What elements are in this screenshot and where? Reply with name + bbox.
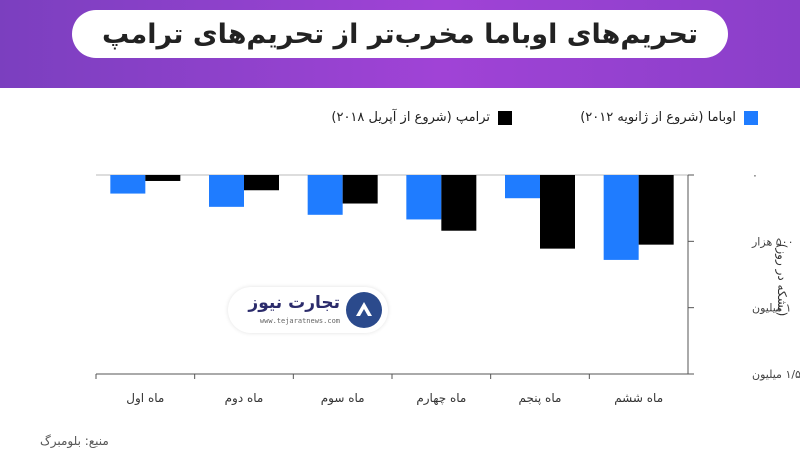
bar-obama-1 [110,175,146,194]
y-tick-label-3: ۱/۵ میلیون [752,368,800,381]
bar-obama-6 [603,175,639,260]
chart-title: تحریم‌های اوباما مخرب‌تر از تحریم‌های تر… [101,18,699,50]
x-category-label-5: ماه پنجم [519,391,562,405]
x-category-label-3: ماه سوم [321,391,365,406]
y-axis-title: (بشکه در روز) [774,244,789,317]
legend-trump: ترامپ (شروع از آپریل ۲۰۱۸) [331,110,512,125]
x-category-label-2: ماه دوم [225,391,264,406]
bar-obama-4 [406,175,442,220]
y-tick-label-2: ۱ میلیون [752,302,791,315]
legend-swatch-obama [744,110,758,125]
bar-trump-3 [342,175,378,204]
logo-emblem-icon [346,292,382,328]
logo-url: www.tejaratnews.com [259,317,340,325]
legend-obama: اوباما (شروع از ژانویه ۲۰۱۲) [580,110,758,125]
title-pill: تحریم‌های اوباما مخرب‌تر از تحریم‌های تر… [72,10,728,58]
tejaratnews-logo: تجارت نیوز www.tejaratnews.com [228,287,388,333]
bar-obama-5 [505,175,540,199]
legend-label-trump: ترامپ (شروع از آپریل ۲۰۱۸) [331,110,490,125]
bar-trump-4 [441,175,477,231]
bar-obama-2 [209,175,244,207]
bar-trump-6 [638,175,674,245]
y-tick-label-1: ۵۰۰ هزار [751,235,793,248]
bar-trump-5 [540,175,575,249]
y-tick-label-0: ۰ [752,169,758,182]
source-note: منبع: بلومبرگ [40,434,109,448]
bar-trump-1 [145,175,181,181]
bar-obama-3 [307,175,343,215]
x-category-label-1: ماه اول [126,391,164,406]
bar-trump-2 [244,175,279,191]
legend-swatch-trump [498,110,512,125]
legend-label-obama: اوباما (شروع از ژانویه ۲۰۱۲) [580,110,736,125]
header-banner: تحریم‌های اوباما مخرب‌تر از تحریم‌های تر… [0,0,800,88]
logo-name: تجارت نیوز [248,293,340,313]
x-category-label-6: ماه ششم [614,391,663,405]
x-category-label-4: ماه چهارم [416,391,466,406]
